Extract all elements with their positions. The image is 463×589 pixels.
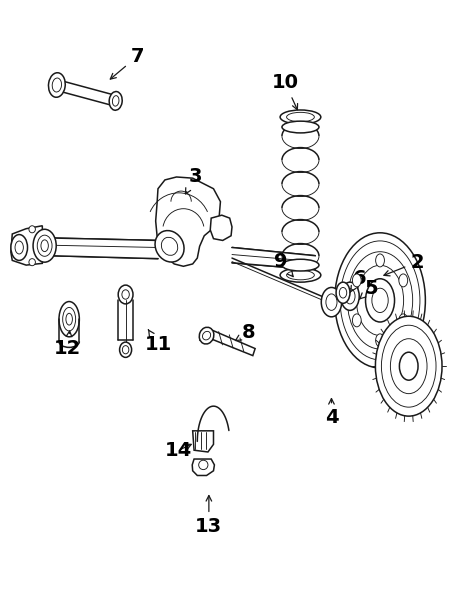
- Ellipse shape: [11, 234, 27, 260]
- Polygon shape: [11, 226, 42, 265]
- Text: 9: 9: [273, 252, 293, 277]
- Text: 8: 8: [235, 323, 255, 342]
- Ellipse shape: [334, 233, 425, 368]
- Ellipse shape: [375, 316, 441, 416]
- Ellipse shape: [37, 235, 52, 256]
- Polygon shape: [210, 215, 232, 240]
- Ellipse shape: [282, 121, 318, 133]
- Ellipse shape: [340, 282, 358, 310]
- Ellipse shape: [119, 342, 131, 358]
- Text: 7: 7: [110, 47, 144, 79]
- Polygon shape: [192, 459, 214, 475]
- Ellipse shape: [118, 285, 133, 304]
- Text: 12: 12: [54, 331, 81, 358]
- Ellipse shape: [29, 226, 35, 233]
- Text: 14: 14: [165, 441, 192, 460]
- Ellipse shape: [41, 240, 48, 252]
- Ellipse shape: [286, 270, 313, 280]
- Polygon shape: [232, 247, 314, 270]
- Ellipse shape: [351, 314, 360, 327]
- Ellipse shape: [66, 313, 72, 325]
- Ellipse shape: [381, 325, 435, 407]
- Ellipse shape: [122, 290, 129, 299]
- Polygon shape: [29, 237, 157, 259]
- Ellipse shape: [122, 346, 129, 354]
- Ellipse shape: [59, 302, 79, 337]
- Text: 6: 6: [349, 269, 365, 293]
- Ellipse shape: [199, 327, 213, 344]
- Polygon shape: [192, 431, 213, 452]
- Text: 11: 11: [144, 330, 171, 354]
- Ellipse shape: [335, 282, 349, 303]
- Ellipse shape: [398, 314, 407, 327]
- Ellipse shape: [320, 287, 341, 317]
- Text: 2: 2: [383, 253, 423, 276]
- Ellipse shape: [399, 352, 417, 380]
- Ellipse shape: [347, 252, 412, 349]
- Ellipse shape: [52, 78, 62, 92]
- Ellipse shape: [109, 91, 122, 110]
- Ellipse shape: [338, 287, 346, 298]
- Ellipse shape: [161, 237, 177, 256]
- Ellipse shape: [286, 112, 313, 122]
- Ellipse shape: [398, 274, 407, 287]
- Ellipse shape: [280, 110, 320, 124]
- Ellipse shape: [198, 460, 207, 469]
- Ellipse shape: [63, 307, 75, 331]
- Text: 1: 1: [410, 353, 432, 372]
- Ellipse shape: [344, 289, 354, 304]
- Ellipse shape: [282, 259, 318, 271]
- Ellipse shape: [29, 259, 35, 266]
- Polygon shape: [155, 177, 220, 266]
- Text: 13: 13: [195, 495, 222, 536]
- Ellipse shape: [48, 72, 65, 97]
- Ellipse shape: [375, 254, 384, 267]
- Text: 10: 10: [271, 74, 298, 110]
- Ellipse shape: [351, 274, 360, 287]
- Polygon shape: [56, 80, 116, 107]
- Ellipse shape: [339, 241, 419, 360]
- Ellipse shape: [389, 339, 426, 393]
- Text: 3: 3: [185, 167, 201, 194]
- Ellipse shape: [325, 294, 336, 310]
- Ellipse shape: [155, 230, 184, 262]
- Ellipse shape: [365, 279, 394, 322]
- Ellipse shape: [33, 229, 56, 262]
- Ellipse shape: [280, 268, 320, 282]
- Polygon shape: [199, 330, 255, 356]
- Ellipse shape: [356, 265, 403, 336]
- Ellipse shape: [375, 334, 384, 347]
- Ellipse shape: [15, 241, 23, 254]
- Ellipse shape: [202, 332, 210, 340]
- Text: 4: 4: [324, 399, 338, 428]
- Ellipse shape: [112, 95, 119, 106]
- Ellipse shape: [371, 288, 388, 313]
- Text: 5: 5: [358, 279, 377, 299]
